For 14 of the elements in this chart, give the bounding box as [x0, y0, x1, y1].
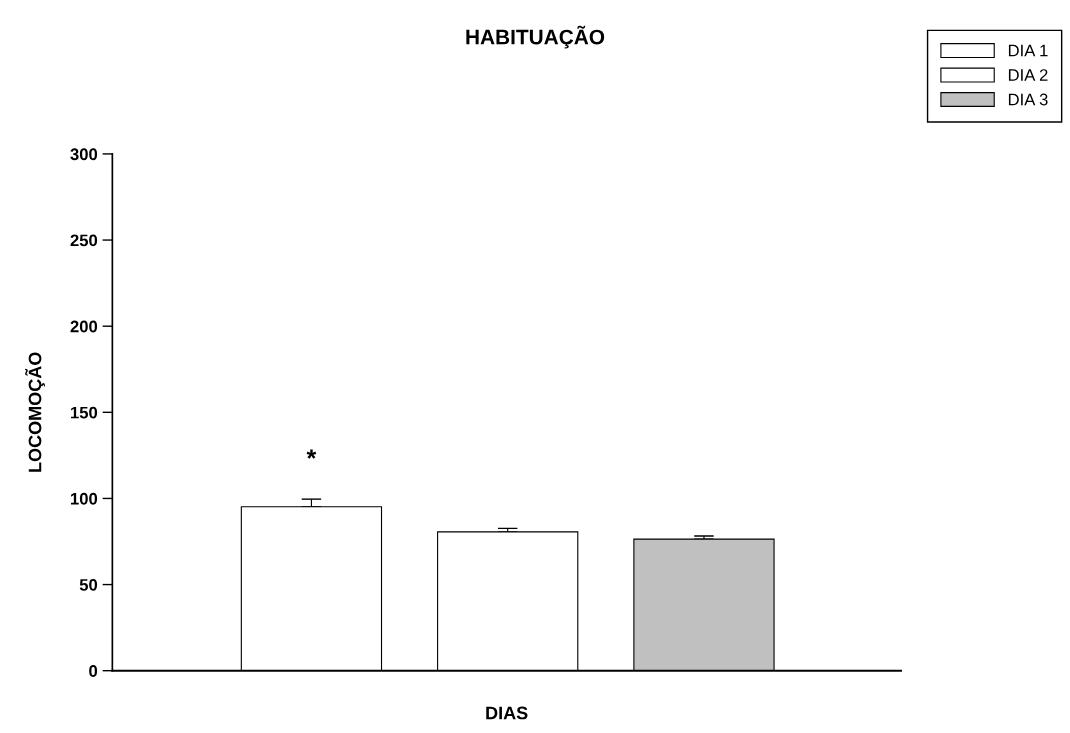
y-tick-label: 150: [71, 406, 98, 419]
chart-title: HABITUAÇÃO: [466, 25, 605, 49]
y-tick-label: 50: [79, 578, 98, 591]
y-tick-label: 200: [70, 320, 98, 333]
annotation: *: [306, 449, 317, 459]
y-tick-label: 250: [70, 234, 98, 247]
legend-label: DIA 3: [1008, 93, 1048, 106]
legend-label: DIA 2: [1008, 69, 1048, 81]
legend-label: DIA 1: [1008, 44, 1048, 57]
y-axis-title: LOCOMOÇÃO: [25, 352, 45, 472]
y-tick-label: 300: [70, 148, 98, 161]
x-axis-title: DIAS: [486, 706, 528, 720]
y-tick-label: 100: [71, 492, 98, 505]
y-tick-label: 0: [89, 665, 98, 677]
